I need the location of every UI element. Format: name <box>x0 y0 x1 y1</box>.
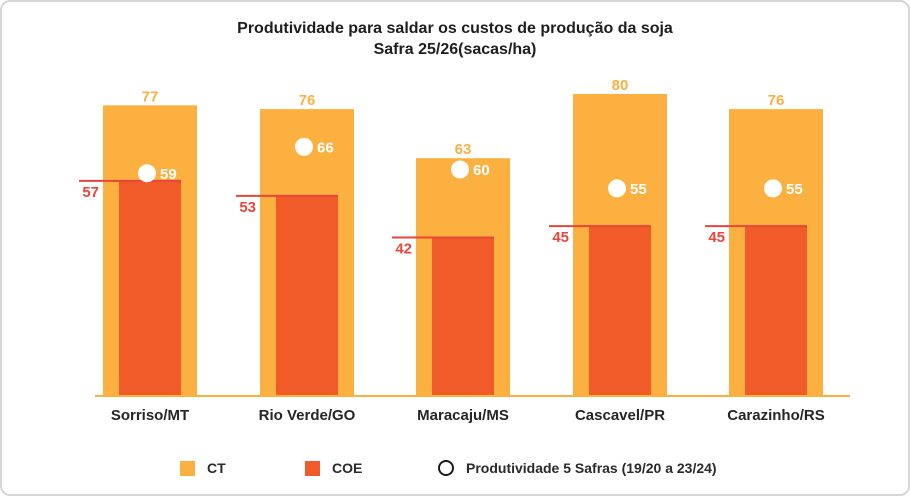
coe-value-label: 45 <box>708 229 725 246</box>
ct-value-label: 76 <box>299 92 316 109</box>
productivity-point <box>451 161 469 179</box>
coe-value-label: 42 <box>395 240 412 257</box>
legend-item-ct: CT <box>180 460 226 476</box>
category-label: Rio Verde/GO <box>259 407 356 424</box>
productivity-value-label: 55 <box>786 181 803 198</box>
legend-item-productivity: Produtividade 5 Safras (19/20 a 23/24) <box>438 460 717 476</box>
coe-bar <box>276 196 338 396</box>
legend: CT COE Produtividade 5 Safras (19/20 a 2… <box>0 460 910 482</box>
legend-swatch-ct <box>180 461 195 476</box>
coe-bar <box>745 226 807 396</box>
coe-bar <box>589 226 651 396</box>
coe-bar <box>119 181 181 396</box>
ct-value-label: 63 <box>455 141 472 158</box>
coe-value-label: 45 <box>552 229 569 246</box>
category-label: Maracaju/MS <box>417 407 509 424</box>
coe-value-label: 53 <box>239 199 256 216</box>
productivity-point <box>764 179 782 197</box>
ct-value-label: 77 <box>142 88 159 105</box>
productivity-point <box>138 164 156 182</box>
category-label: Cascavel/PR <box>575 407 665 424</box>
legend-label-ct: CT <box>207 460 226 476</box>
coe-value-label: 57 <box>82 184 99 201</box>
ct-value-label: 80 <box>612 77 629 94</box>
category-label: Sorriso/MT <box>111 407 189 424</box>
ct-value-label: 76 <box>768 92 785 109</box>
legend-swatch-coe <box>305 461 320 476</box>
productivity-value-label: 55 <box>630 181 647 198</box>
productivity-point <box>295 138 313 156</box>
productivity-point <box>608 179 626 197</box>
legend-label-coe: COE <box>332 460 362 476</box>
category-label: Carazinho/RS <box>727 407 825 424</box>
legend-circle-icon <box>438 460 454 476</box>
legend-item-coe: COE <box>305 460 362 476</box>
productivity-value-label: 59 <box>160 166 177 183</box>
legend-label-productivity: Produtividade 5 Safras (19/20 a 23/24) <box>466 460 717 476</box>
productivity-value-label: 60 <box>473 162 490 179</box>
productivity-value-label: 66 <box>317 139 334 156</box>
coe-bar <box>432 237 494 396</box>
